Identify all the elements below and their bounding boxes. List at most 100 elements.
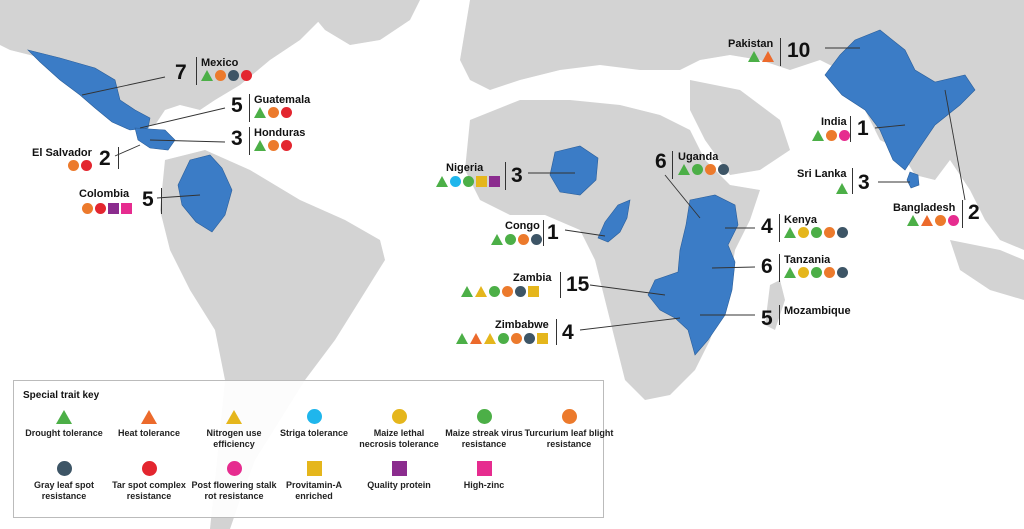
mexico-project-count: 7 [175,61,187,84]
southeast-asia-landmass [950,240,1024,300]
legend-label-provitamin: Provitamin-A enriched [285,480,342,501]
gls-trait-icon [228,69,239,81]
tlb-trait-icon [511,332,522,344]
guatemala-project-count: 5 [231,94,243,117]
uganda-divider [672,151,673,179]
gls-trait-icon [718,163,729,175]
pfsr-trait-icon [948,214,959,226]
central-america-shape [134,127,176,151]
heat-trait-icon [921,214,933,226]
provitamin-trait-icon [306,461,322,476]
elsalvador-project-count: 2 [99,147,111,170]
quality-trait-icon [489,175,500,187]
legend-item-striga: Striga tolerance [269,409,359,439]
legend-item-tlb: Turcurium leaf blight resistance [524,409,614,450]
msv-trait-icon [476,409,492,424]
guatemala-trait-icons [254,106,292,118]
legend-item-heat: Heat tolerance [104,409,194,439]
honduras-divider [249,127,250,155]
south-america-landmass [160,150,385,529]
tarspot-trait-icon [281,106,292,118]
zimbabwe-project-count: 4 [562,321,574,344]
legend-title: Special trait key [23,390,100,401]
highzinc-trait-icon [476,461,492,476]
zimbabwe-divider [556,319,557,345]
nitrogen-trait-icon [484,332,496,344]
tanzania-project-count: 6 [761,255,773,278]
heat-trait-icon [141,409,157,424]
leader-mexico [81,76,166,96]
pakistan-trait-icons [748,50,774,62]
msv-trait-icon [505,233,516,245]
leader-elsalvador [114,144,141,157]
bangladesh-trait-icons [907,214,959,226]
drought-trait-icon [491,233,503,245]
pfsr-trait-icon [226,461,242,476]
drought-trait-icon [784,226,796,238]
bangladesh-country-name: Bangladesh [893,202,956,214]
elsalvador-trait-icons [68,159,92,171]
india-divider [850,116,851,142]
pakistan-project-count: 10 [787,39,811,62]
mozambique-project-count: 5 [761,307,773,330]
colombia-country-name: Colombia [79,188,130,200]
tarspot-trait-icon [141,461,157,476]
tlb-trait-icon [826,129,837,141]
madagascar-landmass [765,280,785,330]
highzinc-trait-icon [121,202,132,214]
tarspot-trait-icon [281,139,292,151]
drought-trait-icon [678,163,690,175]
kenya-country-name: Kenya [784,214,818,226]
colombia-divider [161,188,162,214]
tanzania-divider [779,254,780,282]
legend-label-tarspot: Tar spot complex resistance [112,480,186,501]
mexico-country-name: Mexico [201,57,239,69]
quality-trait-icon [391,461,407,476]
srilanka-divider [852,168,853,194]
drought-legend-icon-wrap [19,409,109,424]
leader-zambia [589,284,666,296]
tlb-trait-icon [518,233,529,245]
leader-zimbabwe [579,317,681,331]
leader-congo [564,229,606,237]
gls-trait-icon [837,266,848,278]
legend-item-msv: Maize streak virus resistance [439,409,529,450]
striga-trait-icon [450,175,461,187]
msv-trait-icon [811,226,822,238]
leader-bangladesh [944,89,966,201]
mexico-trait-icons [201,69,252,81]
drought-trait-icon [201,69,213,81]
leader-uganda [664,174,701,219]
legend-item-drought: Drought tolerance [19,409,109,439]
nigeria-divider [505,162,506,190]
mozambique-divider [779,305,780,325]
mln-trait-icon [798,226,809,238]
gls-legend-icon-wrap [19,461,109,476]
legend-item-gls: Gray leaf spot resistance [19,461,109,502]
drought-trait-icon [812,129,824,141]
tlb-trait-icon [268,106,279,118]
gls-trait-icon [837,226,848,238]
legend-label-gls: Gray leaf spot resistance [33,480,95,501]
tlb-trait-icon [502,285,513,297]
uganda-country-name: Uganda [678,151,719,163]
uganda-trait-icons [678,163,729,175]
guatemala-country-name: Guatemala [254,94,311,106]
legend-label-mln: Maize lethal necrosis tolerance [359,428,439,449]
tlb-trait-icon [215,69,226,81]
bangladesh-divider [962,200,963,228]
legend-item-provitamin: Provitamin-A enriched [269,461,359,502]
msv-legend-icon-wrap [439,409,529,424]
mozambique-country-name: Mozambique [784,305,851,317]
colombia-shape [177,154,233,233]
zambia-project-count: 15 [566,273,590,296]
legend-label-pfsr: Post flowering stalk rot resistance [191,480,277,501]
zambia-divider [560,272,561,298]
msv-trait-icon [692,163,703,175]
provitamin-trait-icon [528,285,539,297]
nigeria-shape [549,145,599,196]
nitrogen-legend-icon-wrap [189,409,279,424]
legend-item-mln: Maize lethal necrosis tolerance [354,409,444,450]
nigeria-country-name: Nigeria [446,162,484,174]
tarspot-legend-icon-wrap [104,461,194,476]
